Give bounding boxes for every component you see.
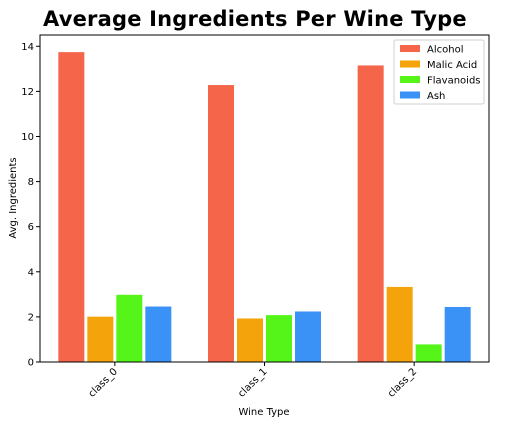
bar-alcohol-class_0 [58, 52, 85, 362]
y-axis: 0 2 4 6 8 10 12 14 [21, 42, 40, 369]
legend: Alcohol Malic Acid Flavanoids Ash [393, 39, 485, 105]
legend-label-malic-acid: Malic Acid [427, 60, 477, 71]
legend-frame [393, 39, 485, 105]
bar-alcohol-class_1 [208, 85, 234, 363]
legend-swatch-flavanoids [400, 76, 420, 83]
y-tick-label: 12 [21, 87, 34, 98]
y-tick-label: 6 [28, 222, 34, 233]
bar-flavanoids-class_2 [415, 344, 442, 362]
y-tick-label: 4 [28, 267, 34, 278]
bar-malic-acid-class_2 [386, 286, 413, 362]
x-axis: class_0 class_1 class_2 [87, 362, 419, 400]
bar-ash-class_2 [444, 306, 471, 362]
legend-swatch-alcohol [400, 45, 420, 52]
legend-label-alcohol: Alcohol [427, 45, 463, 56]
bar-malic-acid-class_1 [237, 318, 263, 362]
y-tick-label: 8 [28, 177, 34, 188]
legend-swatch-ash [400, 91, 420, 99]
y-tick-label: 0 [28, 358, 34, 369]
x-tick-label: class_0 [87, 366, 120, 399]
legend-label-flavanoids: Flavanoids [427, 76, 481, 87]
x-axis-label: Wine Type [238, 407, 289, 418]
y-tick-label: 14 [21, 42, 34, 53]
y-axis-label: Avg. Ingredients [8, 157, 19, 238]
y-tick-label: 2 [28, 312, 34, 323]
bar-malic-acid-class_0 [87, 316, 114, 362]
chart-title: Average Ingredients Per Wine Type [43, 7, 467, 31]
bar-flavanoids-class_0 [116, 294, 143, 362]
legend-swatch-malic-acid [400, 60, 420, 68]
bar-ash-class_0 [145, 306, 172, 362]
bar-alcohol-class_2 [357, 65, 384, 362]
x-tick-label: class_2 [386, 366, 419, 399]
legend-label-ash: Ash [427, 91, 445, 102]
y-tick-label: 10 [21, 132, 34, 143]
bar-ash-class_1 [295, 311, 321, 362]
bar-flavanoids-class_1 [266, 315, 292, 362]
bars-group [58, 52, 471, 363]
x-tick-label: class_1 [236, 366, 269, 399]
